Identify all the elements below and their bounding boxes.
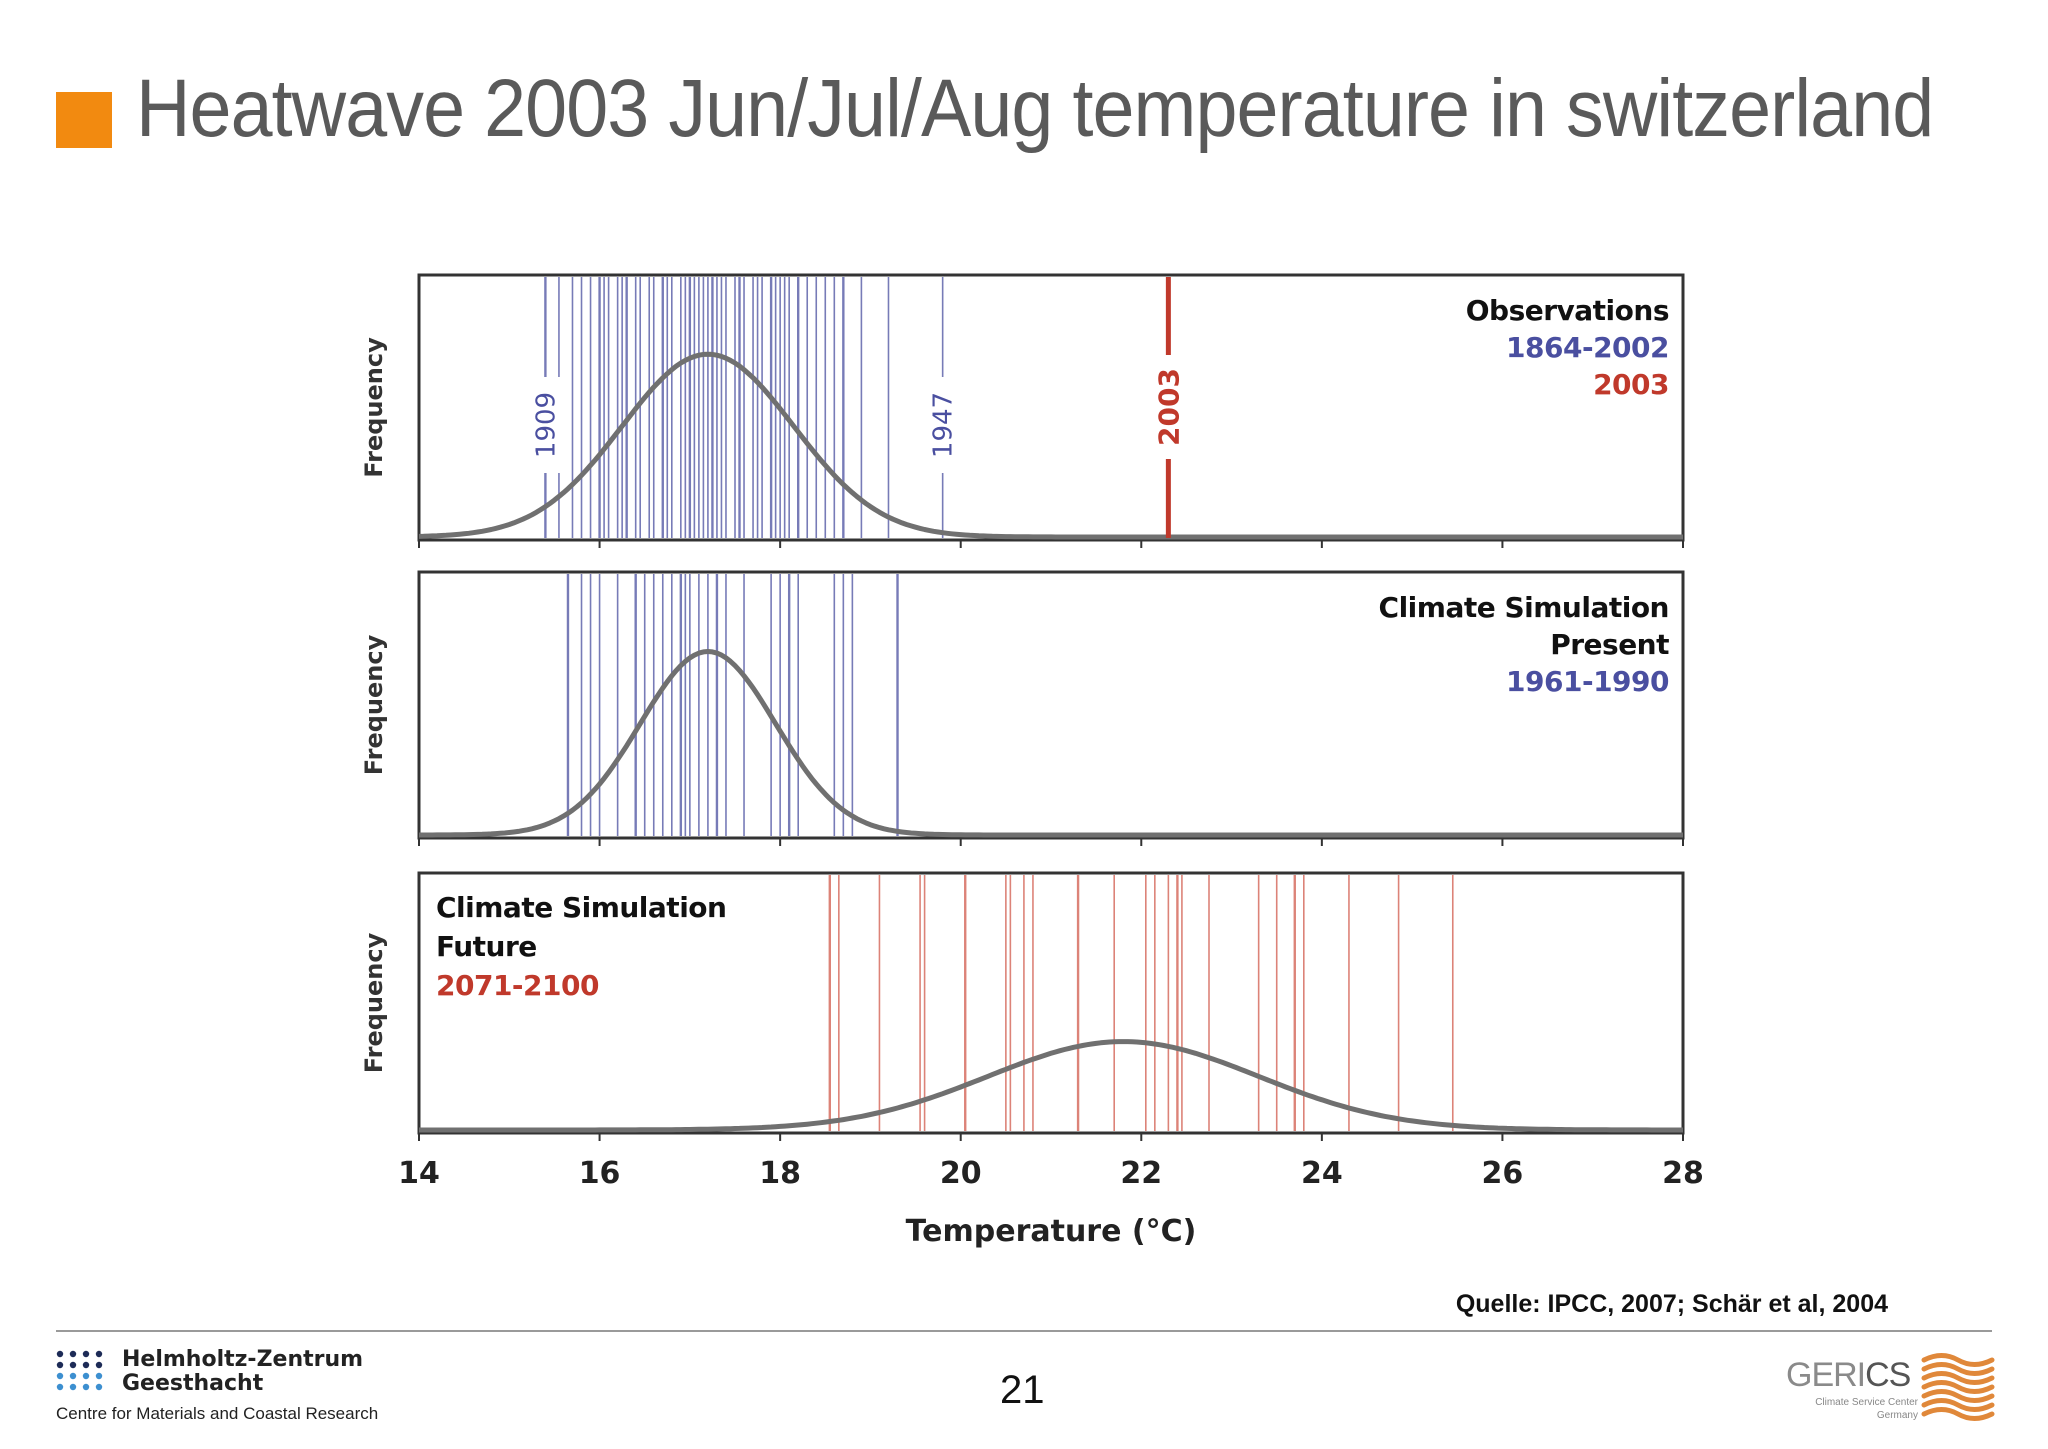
title-bullet xyxy=(56,92,112,148)
x-tick-label: 18 xyxy=(759,1156,801,1191)
legend-entry: Observations xyxy=(1466,294,1669,327)
hzg-dot xyxy=(56,1372,64,1380)
hzg-name-line1: Helmholtz-Zentrum xyxy=(122,1347,364,1372)
y-axis-label: Frequency xyxy=(360,932,388,1073)
x-tick-label: 28 xyxy=(1662,1156,1704,1191)
distribution-curve xyxy=(419,1039,1683,1133)
gerics-wave-icon xyxy=(1921,1353,1995,1421)
hzg-dot xyxy=(82,1350,90,1358)
gerics-wave xyxy=(1921,1407,1995,1421)
legend-entry: Climate Simulation xyxy=(436,891,726,924)
hzg-dot xyxy=(56,1361,64,1369)
x-axis-label: Temperature (°C) xyxy=(906,1214,1197,1249)
gerics-wave xyxy=(1921,1371,1995,1385)
legend-entry: Present xyxy=(1550,628,1669,661)
gerics-wave xyxy=(1921,1362,1995,1376)
hzg-dot xyxy=(56,1383,64,1391)
legend-entry: Climate Simulation xyxy=(1379,591,1669,624)
year-label: 1909 xyxy=(531,392,561,458)
x-tick-label: 26 xyxy=(1482,1156,1524,1191)
distribution-curve xyxy=(419,649,1683,838)
gerics-tagline-2: Germany xyxy=(1876,1410,1918,1421)
x-tick-label: 22 xyxy=(1120,1156,1162,1191)
panel-frame xyxy=(417,871,1685,1135)
year-label-bg xyxy=(530,377,561,473)
gerics-wordmark-a: GERI xyxy=(1786,1356,1866,1394)
gerics-tagline: Climate Service Center Germany xyxy=(1815,1396,1918,1422)
hzg-dot xyxy=(95,1350,103,1358)
event-year-label: 2003 xyxy=(1152,368,1185,446)
gerics-wordmark-b: CS xyxy=(1865,1356,1911,1394)
hzg-dot xyxy=(95,1383,103,1391)
hzg-dot xyxy=(82,1361,90,1369)
page-number: 21 xyxy=(1000,1368,1045,1412)
hzg-dot xyxy=(69,1383,77,1391)
y-axis-label: Frequency xyxy=(360,634,388,775)
x-tick-label: 24 xyxy=(1301,1156,1343,1191)
hzg-dot xyxy=(56,1350,64,1358)
gerics-wave xyxy=(1921,1380,1995,1394)
gerics-wordmark: GERICS xyxy=(1786,1356,1911,1395)
legend-entry: 2071-2100 xyxy=(436,969,599,1002)
hzg-dot xyxy=(82,1372,90,1380)
x-tick-label: 16 xyxy=(579,1156,621,1191)
temperature-distribution-figure: Frequency Observations 1864-2002 2003 1909 19… xyxy=(360,273,1704,1249)
hzg-dot xyxy=(95,1361,103,1369)
year-label: 1947 xyxy=(929,392,959,458)
hzg-name: Helmholtz-Zentrum Geesthacht xyxy=(122,1348,363,1396)
hzg-dot xyxy=(95,1372,103,1380)
distribution-curve xyxy=(418,351,1683,540)
x-tick-label: 14 xyxy=(398,1156,440,1191)
hzg-logo: Helmholtz-Zentrum Geesthacht Centre for … xyxy=(56,1348,386,1428)
hzg-dot xyxy=(69,1372,77,1380)
gerics-logo: GERICS Climate Service Center Germany xyxy=(1786,1350,1996,1430)
panel-2: Frequency Climate Simulation Present 1961-1… xyxy=(360,570,1685,846)
hzg-dots-icon xyxy=(56,1350,103,1391)
gerics-wave xyxy=(1921,1353,1995,1367)
hzg-name-line2: Geesthacht xyxy=(122,1371,264,1396)
legend-entry: 1961-1990 xyxy=(1506,665,1669,698)
legend-entry: Future xyxy=(436,930,537,963)
hzg-dot xyxy=(69,1361,77,1369)
footer-divider xyxy=(56,1330,1992,1332)
panel-3: Frequency Climate Simulation Future 2071-21… xyxy=(360,871,1685,1141)
legend-entry: 2003 xyxy=(1593,368,1669,401)
page-title: Heatwave 2003 Jun/Jul/Aug temperature in… xyxy=(136,63,1934,154)
year-label-bg xyxy=(927,377,958,473)
hzg-subtitle: Centre for Materials and Coastal Researc… xyxy=(56,1404,379,1423)
x-tick-label: 20 xyxy=(940,1156,982,1191)
gerics-tagline-1: Climate Service Center xyxy=(1815,1397,1918,1408)
y-axis-label: Frequency xyxy=(360,337,388,478)
gerics-wave xyxy=(1921,1389,1995,1403)
gerics-wave xyxy=(1921,1398,1995,1412)
panel-1: Frequency Observations 1864-2002 2003 1909 19… xyxy=(360,273,1685,548)
legend-entry: 1864-2002 xyxy=(1506,331,1669,364)
event-label-bg xyxy=(1152,355,1185,459)
source-citation: Quelle: IPCC, 2007; Schär et al, 2004 xyxy=(1455,1290,1888,1318)
hzg-dot xyxy=(69,1350,77,1358)
hzg-dot xyxy=(82,1383,90,1391)
panel-frame xyxy=(417,273,1685,542)
panel-frame xyxy=(417,570,1685,840)
